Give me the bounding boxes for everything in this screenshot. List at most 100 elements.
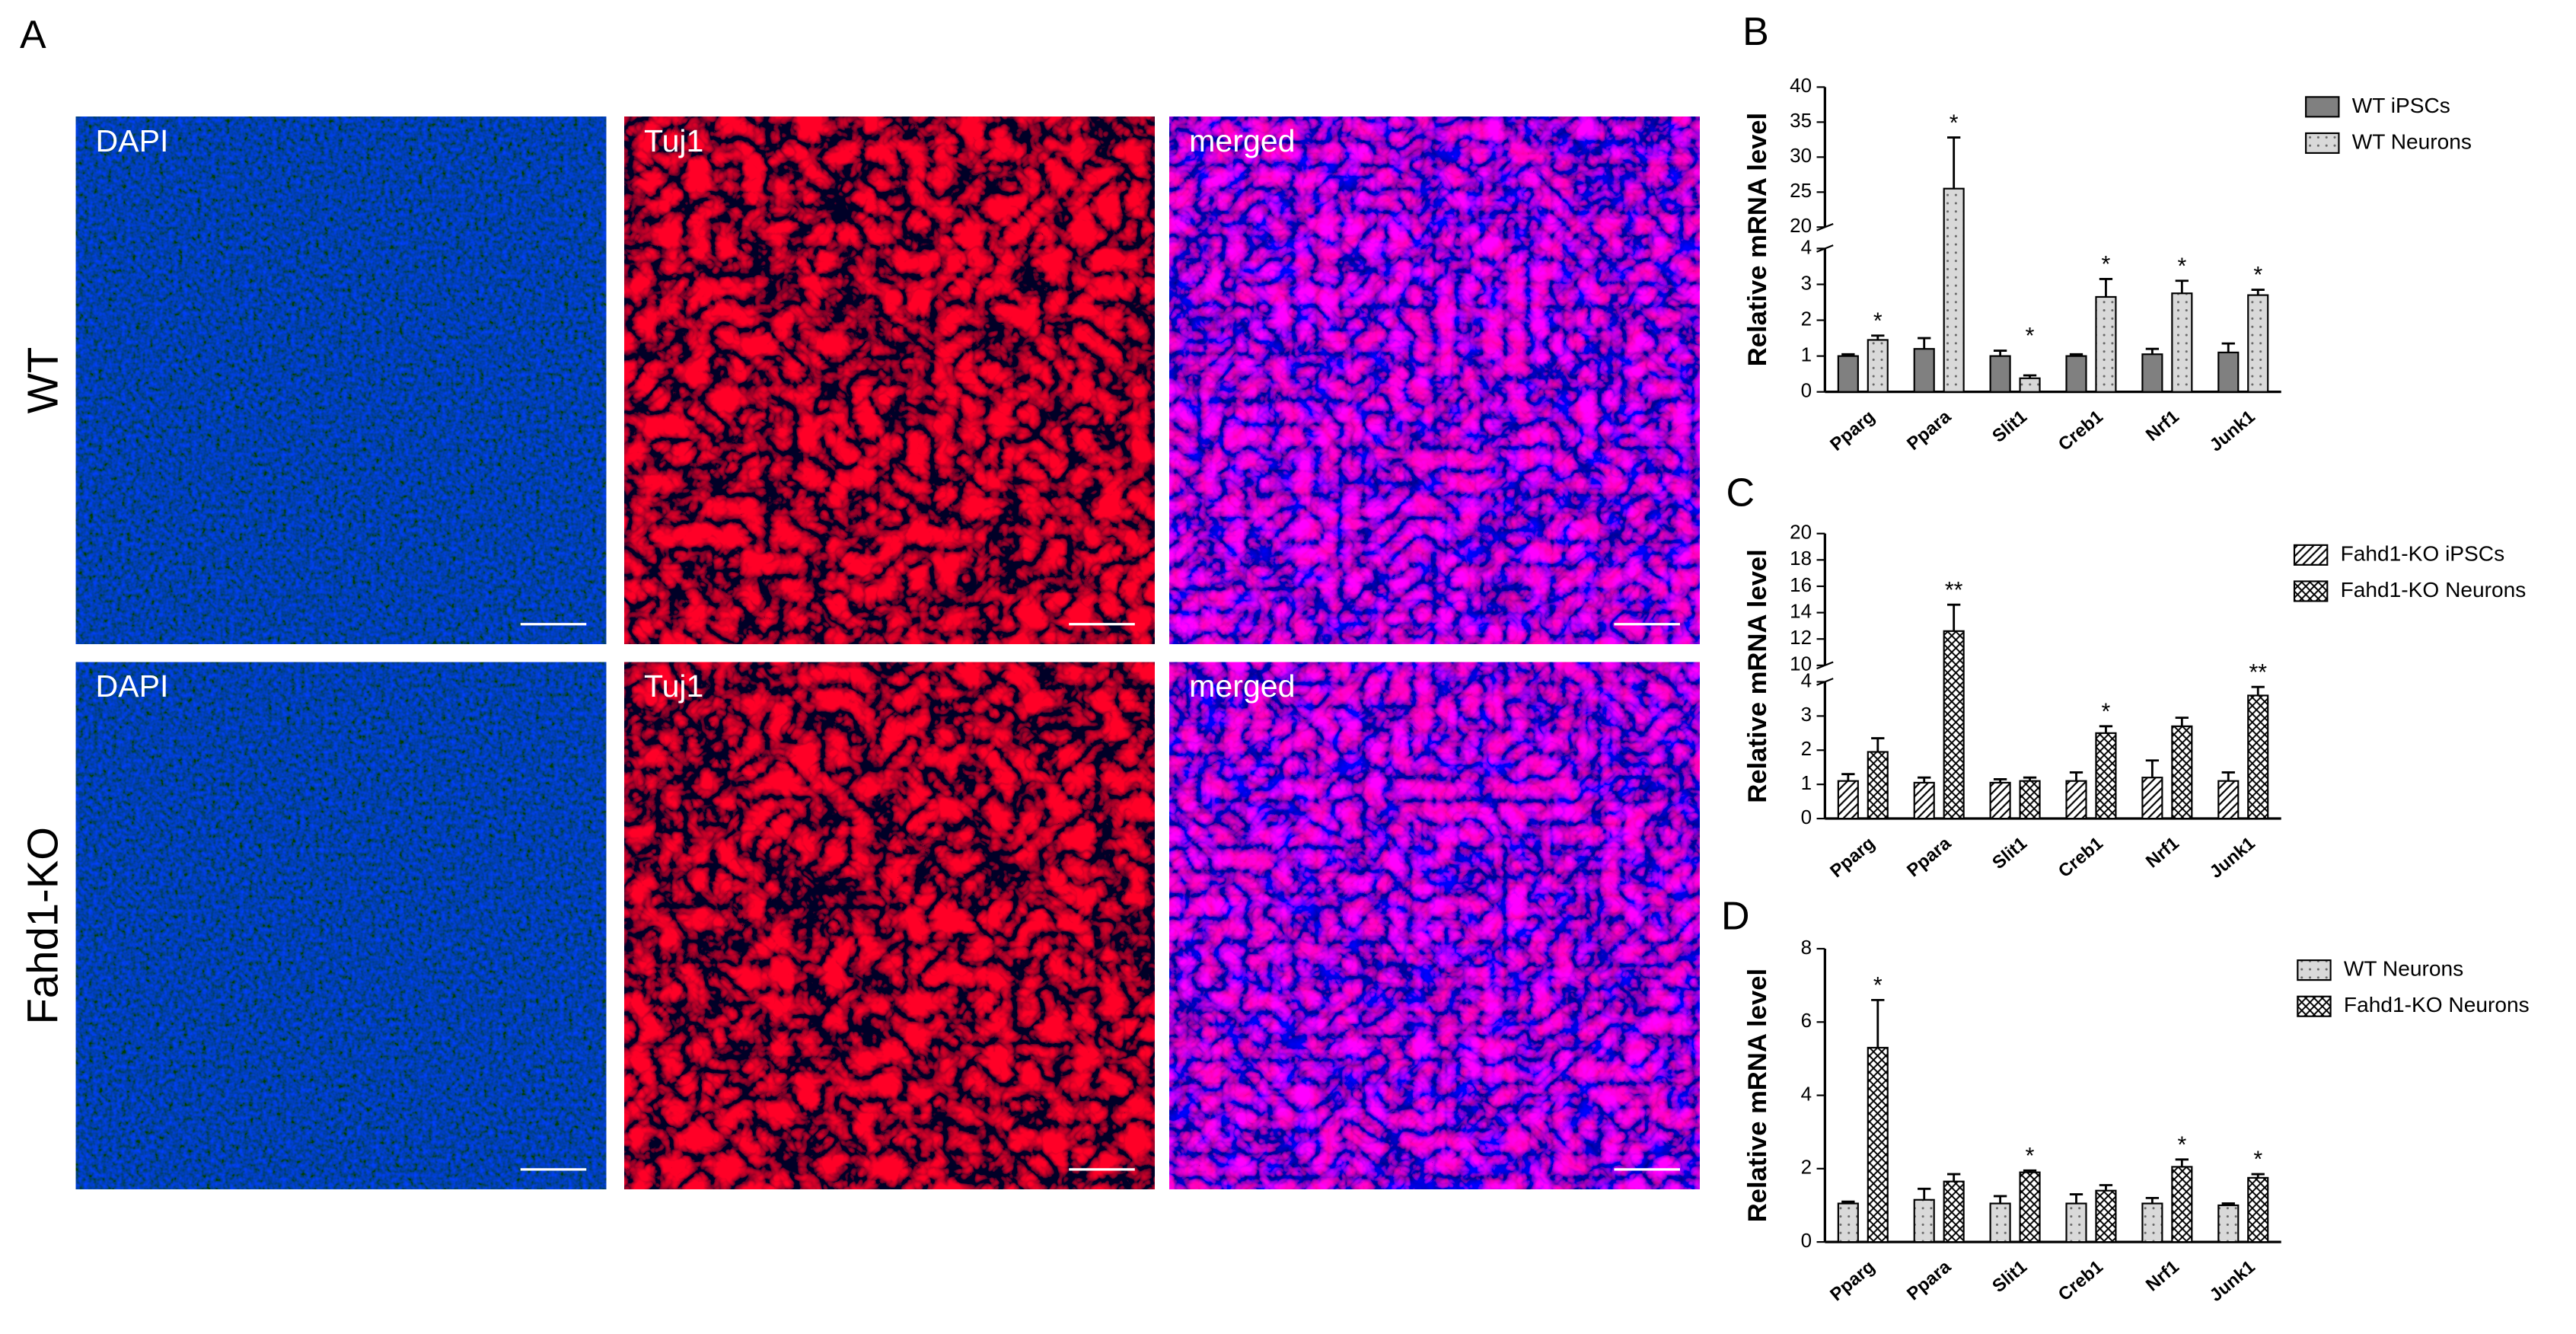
y-tick-label: 6 — [1801, 1009, 1812, 1032]
y-tick-label: 2 — [1801, 737, 1812, 760]
x-tick-label: Creb1 — [2055, 407, 2107, 455]
x-tick-label: Slit1 — [1988, 833, 2031, 873]
y-tick-label: 4 — [1801, 669, 1812, 691]
significance-mark: ** — [2249, 660, 2267, 685]
x-tick-label: Creb1 — [2055, 833, 2107, 882]
bar — [2171, 725, 2193, 820]
bar — [2247, 694, 2269, 820]
x-tick-label: Junk1 — [2206, 833, 2259, 882]
bar — [1867, 1046, 1889, 1243]
micrograph — [624, 116, 1155, 644]
significance-mark: * — [2026, 1144, 2035, 1169]
bar — [1989, 781, 2011, 820]
bar — [2095, 295, 2117, 393]
legend-swatch — [2297, 995, 2332, 1017]
error-bar — [2069, 1193, 2083, 1204]
error-bar — [2251, 1173, 2265, 1178]
bar — [2095, 732, 2117, 820]
y-axis-label: Relative mRNA level — [1743, 969, 1772, 1222]
bar — [2217, 1204, 2240, 1243]
image-label: merged — [1189, 669, 1295, 704]
bar — [2065, 1202, 2087, 1243]
panel-letter: C — [1726, 471, 1755, 515]
bar — [1913, 1198, 1935, 1243]
y-tick-label: 3 — [1801, 703, 1812, 726]
error-bar — [1841, 1200, 1855, 1204]
legend-label: WT iPSCs — [2352, 94, 2450, 117]
x-tick-label: Pparg — [1826, 1256, 1879, 1305]
row-label: WT — [18, 347, 66, 413]
error-bar — [1871, 334, 1885, 340]
x-tick-label: Pparg — [1826, 833, 1879, 882]
image-label: Tuj1 — [644, 123, 703, 158]
micrograph — [1169, 116, 1700, 644]
error-bar — [2221, 771, 2235, 781]
y-tick-label: 1 — [1801, 771, 1812, 794]
error-bar — [2023, 374, 2037, 378]
y-tick-label: 1 — [1801, 343, 1812, 365]
bar — [2217, 780, 2240, 820]
error-bar — [2099, 278, 2113, 297]
y-tick-label: 20 — [1790, 521, 1812, 544]
y-tick-label: 14 — [1790, 599, 1812, 622]
x-tick-label: Slit1 — [1988, 1256, 2031, 1297]
error-bar — [1918, 776, 1931, 783]
error-bar — [1993, 1195, 2007, 1204]
error-bar — [2251, 685, 2265, 696]
significance-mark: * — [2177, 254, 2186, 279]
panel-letter: A — [20, 13, 46, 57]
x-tick-label: Nrf1 — [2142, 833, 2183, 872]
error-bar — [2251, 289, 2265, 295]
error-bar — [1947, 603, 1961, 631]
y-tick-label: 8 — [1801, 936, 1812, 959]
bar — [2019, 780, 2041, 820]
bar — [1943, 630, 1965, 820]
bar — [1989, 1202, 2011, 1243]
row-label: Fahd1-KO — [18, 827, 66, 1025]
bar — [1837, 780, 1859, 820]
significance-mark: * — [1950, 110, 1959, 136]
y-axis-label: Relative mRNA level — [1743, 113, 1772, 366]
legend-label: WT Neurons — [2344, 957, 2463, 981]
image-label: merged — [1189, 123, 1295, 158]
error-bar — [2145, 759, 2160, 778]
bar — [2247, 1176, 2269, 1243]
legend-swatch — [2305, 96, 2340, 118]
bar — [1913, 781, 1935, 820]
error-bar — [1871, 737, 1885, 752]
y-tick-label: 25 — [1790, 179, 1812, 202]
bar — [1989, 355, 2011, 393]
bar — [1867, 339, 1889, 393]
micrograph — [1169, 662, 1700, 1189]
error-bar — [1993, 778, 2007, 783]
x-tick-label: Ppara — [1903, 406, 1956, 455]
micrograph — [75, 116, 607, 644]
micrograph — [624, 662, 1155, 1189]
error-bar — [1993, 349, 2007, 356]
panel-letter: D — [1721, 895, 1750, 939]
bar — [2171, 1166, 2193, 1243]
error-bar — [2221, 342, 2235, 353]
micrograph — [75, 662, 607, 1189]
bar — [1837, 1202, 1859, 1243]
y-tick-label: 40 — [1790, 74, 1812, 97]
significance-mark: * — [2177, 1132, 2186, 1157]
y-tick-label: 20 — [1790, 214, 1812, 237]
error-bar — [1841, 773, 1855, 781]
y-axis-label: Relative mRNA level — [1743, 549, 1772, 803]
error-bar — [2145, 1196, 2160, 1204]
bar — [2217, 351, 2240, 393]
bar — [2019, 377, 2041, 393]
bar — [2247, 294, 2269, 393]
error-bar — [2145, 347, 2160, 355]
legend-label: WT Neurons — [2352, 129, 2472, 153]
x-tick-label: Nrf1 — [2142, 407, 2183, 445]
error-bar — [2175, 716, 2189, 726]
bar — [2141, 777, 2163, 820]
significance-mark: * — [2253, 1147, 2262, 1173]
error-bar — [1947, 136, 1961, 189]
error-bar — [2221, 1202, 2235, 1205]
x-tick-label: Creb1 — [2055, 1256, 2107, 1305]
error-bar — [2069, 771, 2083, 781]
